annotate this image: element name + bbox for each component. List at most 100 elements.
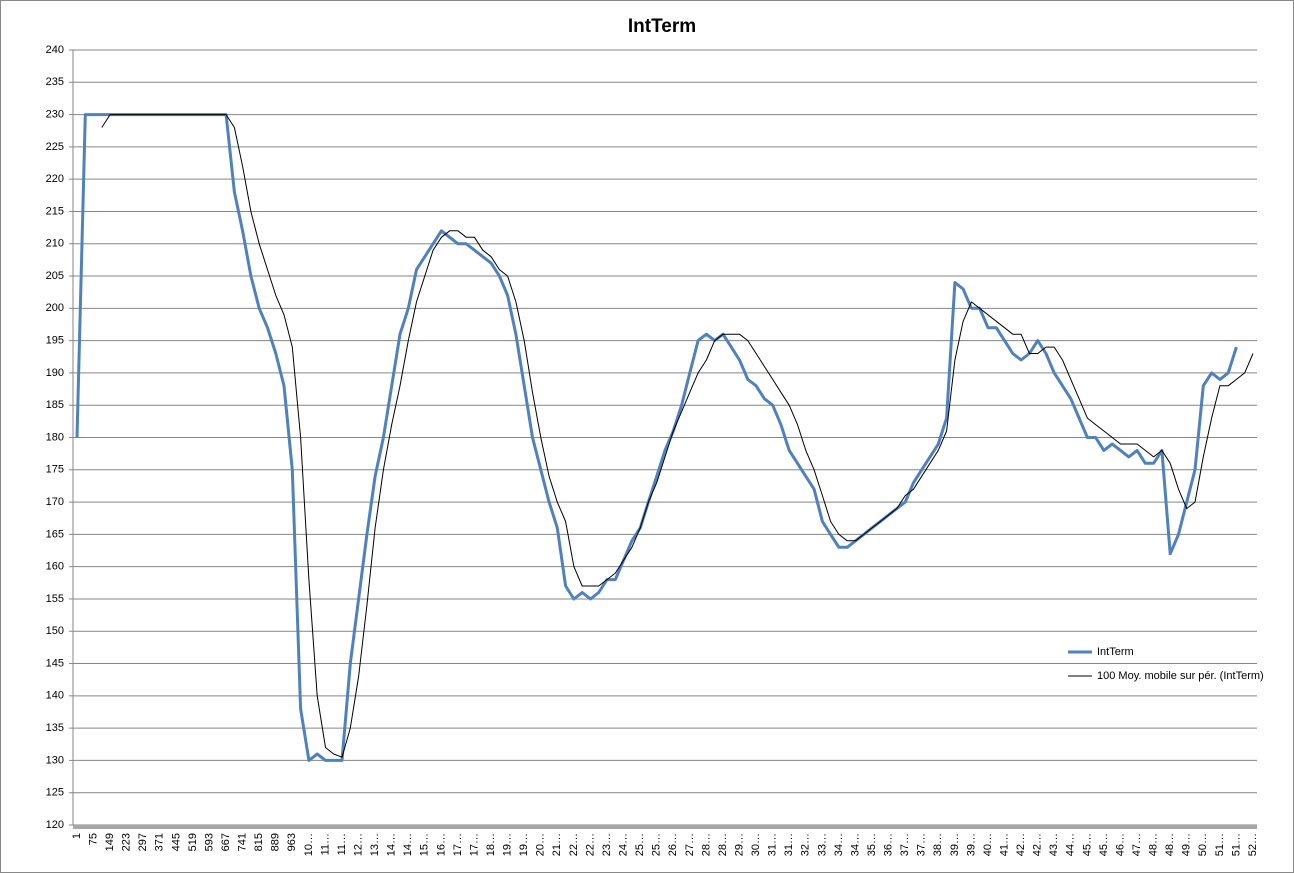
y-tick-label: 160 <box>46 561 64 573</box>
series-line <box>101 114 1254 758</box>
y-tick-label: 240 <box>46 44 64 56</box>
x-tick-label: 445 <box>170 833 182 851</box>
y-tick-label: 215 <box>46 205 64 217</box>
x-axis <box>73 825 1257 829</box>
x-tick-label: 14… <box>386 833 398 856</box>
x-tick-label: 11… <box>319 833 331 855</box>
x-tick-label: 14… <box>402 833 414 856</box>
x-tick-label: 16… <box>435 833 447 856</box>
x-tick-label: 34… <box>833 833 845 856</box>
x-tick-label: 20… <box>535 833 547 856</box>
x-tick-label: 32… <box>800 833 812 856</box>
x-tick-label: 15… <box>419 833 431 856</box>
x-tick-label: 34… <box>849 833 861 856</box>
x-tick-label: 17… <box>452 833 464 856</box>
x-tick-label: 31… <box>783 833 795 856</box>
y-tick-label: 150 <box>46 625 64 637</box>
x-tick-label: 35… <box>866 833 878 856</box>
x-tick-label: 667 <box>220 833 232 851</box>
x-tick-label: 297 <box>137 833 149 851</box>
x-tick-label: 39… <box>965 833 977 856</box>
x-tick-label: 1 <box>71 833 83 839</box>
x-tick-label: 889 <box>270 833 282 851</box>
x-tick-label: 31… <box>767 833 779 856</box>
x-tick-label: 26… <box>667 833 679 856</box>
x-tick-label: 42… <box>1015 833 1027 856</box>
x-tick-label: 519 <box>187 833 199 851</box>
x-tick-label: 50… <box>1197 833 1209 856</box>
x-tick-label: 49… <box>1181 833 1193 856</box>
x-tick-label: 12… <box>352 833 364 856</box>
x-tick-label: 963 <box>286 833 298 851</box>
y-tick-label: 135 <box>46 722 64 734</box>
x-tick-label: 815 <box>253 833 265 851</box>
x-tick-label: 371 <box>154 833 166 851</box>
x-tick-label: 48… <box>1148 833 1160 856</box>
x-tick-label: 42… <box>1032 833 1044 856</box>
y-tick-label: 130 <box>46 754 64 766</box>
y-tick-label: 210 <box>46 238 64 250</box>
x-tick-label: 39… <box>949 833 961 856</box>
y-tick-label: 180 <box>46 431 64 443</box>
y-tick-label: 140 <box>46 690 64 702</box>
x-tick-label: 19… <box>502 833 514 856</box>
y-tick-label: 125 <box>46 787 64 799</box>
x-tick-label: 741 <box>237 833 249 851</box>
x-tick-label: 45… <box>1081 833 1093 856</box>
x-tick-label: 37… <box>916 833 928 856</box>
x-tick-label: 29… <box>733 833 745 856</box>
x-tick-label: 223 <box>121 833 133 851</box>
x-tick-label: 51… <box>1230 833 1242 856</box>
legend-label: 100 Moy. mobile sur pér. (IntTerm) <box>1097 670 1264 682</box>
x-tick-label: 27… <box>684 833 696 856</box>
x-tick-label: 36… <box>883 833 895 856</box>
x-tick-label: 593 <box>203 833 215 851</box>
x-tick-label: 75 <box>87 833 99 845</box>
x-tick-label: 28… <box>717 833 729 856</box>
x-tick-label: 18… <box>485 833 497 856</box>
x-tick-label: 25… <box>651 833 663 856</box>
x-tick-label: 52… <box>1247 833 1259 856</box>
x-tick-label: 10… <box>303 833 315 856</box>
x-tick-label: 44… <box>1065 833 1077 856</box>
y-tick-label: 185 <box>46 399 64 411</box>
y-tick-label: 235 <box>46 76 64 88</box>
y-tick-label: 230 <box>46 108 64 120</box>
x-tick-label: 37… <box>899 833 911 856</box>
x-tick-label: 23… <box>601 833 613 856</box>
chart-title: IntTerm <box>628 16 696 37</box>
x-tick-label: 25… <box>634 833 646 856</box>
y-tick-label: 155 <box>46 593 64 605</box>
y-tick-label: 170 <box>46 496 64 508</box>
y-tick-label: 220 <box>46 173 64 185</box>
x-tick-label: 149 <box>104 833 116 851</box>
x-tick-label: 51… <box>1214 833 1226 856</box>
x-tick-label: 40… <box>982 833 994 856</box>
x-tick-label: 46… <box>1114 833 1126 856</box>
x-tick-label: 43… <box>1048 833 1060 856</box>
x-tick-label: 45… <box>1098 833 1110 856</box>
y-tick-label: 120 <box>46 819 64 831</box>
x-tick-label: 22… <box>584 833 596 856</box>
x-tick-label: 47… <box>1131 833 1143 856</box>
x-tick-label: 17… <box>468 833 480 856</box>
x-tick-label: 24… <box>617 833 629 856</box>
y-tick-label: 205 <box>46 270 64 282</box>
x-tick-label: 38… <box>932 833 944 856</box>
x-tick-label: 11… <box>336 833 348 855</box>
y-tick-label: 195 <box>46 335 64 347</box>
x-tick-label: 33… <box>816 833 828 856</box>
x-tick-label: 22… <box>568 833 580 856</box>
x-tick-label: 48… <box>1164 833 1176 856</box>
x-tick-label: 13… <box>369 833 381 856</box>
y-tick-label: 200 <box>46 302 64 314</box>
x-tick-label: 30… <box>750 833 762 856</box>
x-tick-label: 41… <box>998 833 1010 856</box>
legend-label: IntTerm <box>1097 646 1134 658</box>
x-tick-label: 19… <box>518 833 530 856</box>
y-tick-label: 225 <box>46 141 64 153</box>
y-tick-label: 165 <box>46 528 64 540</box>
